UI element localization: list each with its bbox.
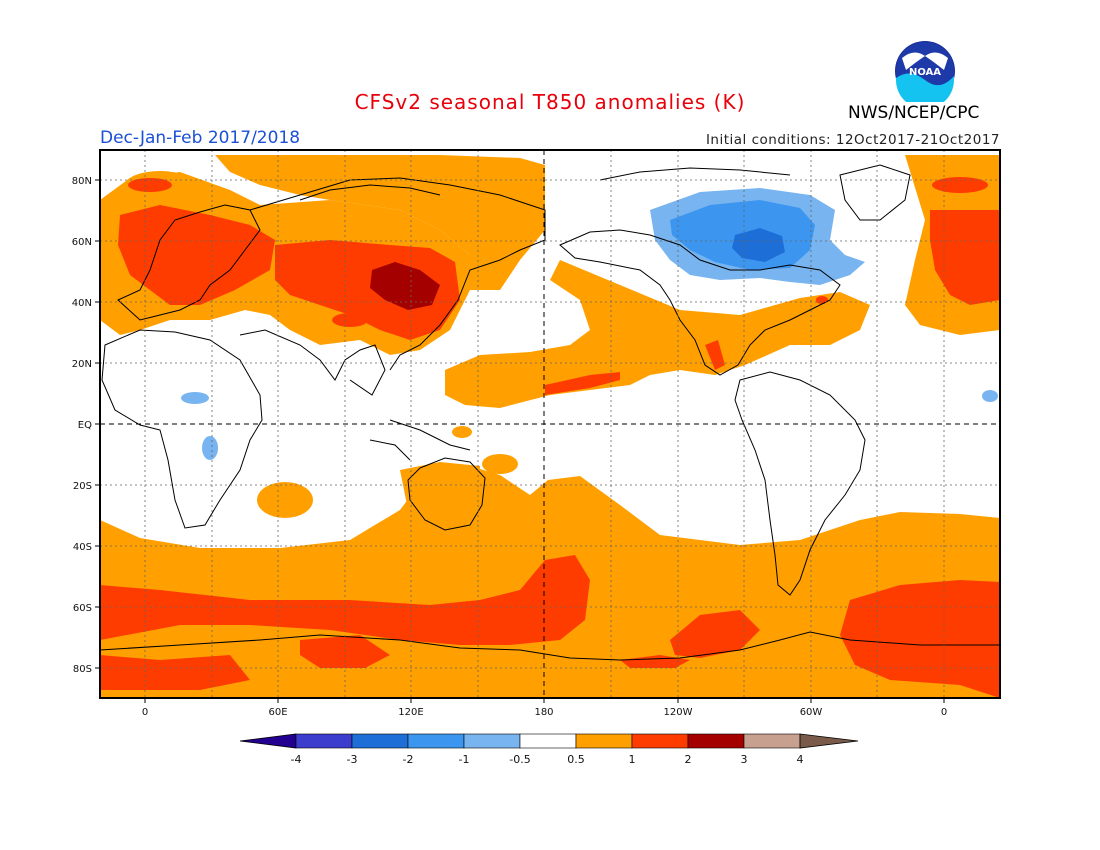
lon-label: 120W [664, 707, 693, 718]
anomaly-neg3-neg2-regions [732, 228, 785, 262]
initial-conditions: Initial conditions: 12Oct2017-21Oct2017 [705, 132, 1000, 148]
lat-label: 40S [73, 542, 92, 553]
forecast-period: Dec-Jan-Feb 2017/2018 [100, 128, 301, 148]
lat-label: 40N [72, 298, 92, 309]
lat-label: 80N [72, 176, 92, 187]
colorbar-label: -4 [291, 753, 302, 766]
colorbar-right-arrow [799, 733, 859, 749]
map-title: CFSv2 seasonal T850 anomalies (K) [354, 90, 746, 114]
longitude-labels: 0 60E 120E 180 120W 60W 0 [142, 707, 947, 718]
colorbar-left-arrow [239, 733, 297, 749]
colorbar-labels: -4 -3 -2 -1 -0.5 0.5 1 2 3 4 [291, 753, 804, 766]
latitude-labels: 80N 60N 40N 20N EQ 20S 40S 60S 80S [72, 176, 92, 675]
lon-label: 60E [268, 707, 287, 718]
colorbar-swatch [295, 733, 353, 749]
colorbar-label: 1 [629, 753, 636, 766]
lon-label: 180 [534, 707, 553, 718]
colorbar-swatch [687, 733, 745, 749]
logo-text: NOAA [909, 67, 941, 78]
anomaly-2-3-regions [370, 262, 440, 310]
colorbar-swatch [407, 733, 465, 749]
lon-label: 0 [941, 707, 947, 718]
lat-label: 20S [73, 481, 92, 492]
colorbar-label: 4 [797, 753, 804, 766]
lon-label: 0 [142, 707, 148, 718]
colorbar-swatch [743, 733, 801, 749]
agency-label: NWS/NCEP/CPC [848, 103, 980, 123]
lon-label: 60W [800, 707, 823, 718]
colorbar-swatch [463, 733, 521, 749]
colorbar-label: 3 [741, 753, 748, 766]
colorbar-swatch [575, 733, 633, 749]
lat-label: EQ [78, 420, 92, 431]
colorbar: -4 -3 -2 -1 -0.5 0.5 1 2 3 4 [239, 733, 859, 766]
lat-label: 80S [73, 664, 92, 675]
lon-label: 120E [398, 707, 423, 718]
map-field [100, 150, 1000, 698]
lat-lon-grid [100, 150, 1000, 698]
lat-label: 60N [72, 237, 92, 248]
axis-ticks [95, 179, 945, 703]
colorbar-label: 2 [685, 753, 692, 766]
colorbar-label: -2 [403, 753, 414, 766]
lat-label: 60S [73, 603, 92, 614]
lat-label: 20N [72, 359, 92, 370]
colorbar-label: -3 [347, 753, 358, 766]
coastlines [100, 164, 1000, 661]
colorbar-label: 0.5 [567, 753, 585, 766]
colorbar-swatch [351, 733, 409, 749]
colorbar-swatch [519, 733, 577, 749]
noaa-logo: NOAA [895, 41, 955, 102]
colorbar-label: -0.5 [509, 753, 530, 766]
colorbar-label: -1 [459, 753, 470, 766]
colorbar-swatch [631, 733, 689, 749]
